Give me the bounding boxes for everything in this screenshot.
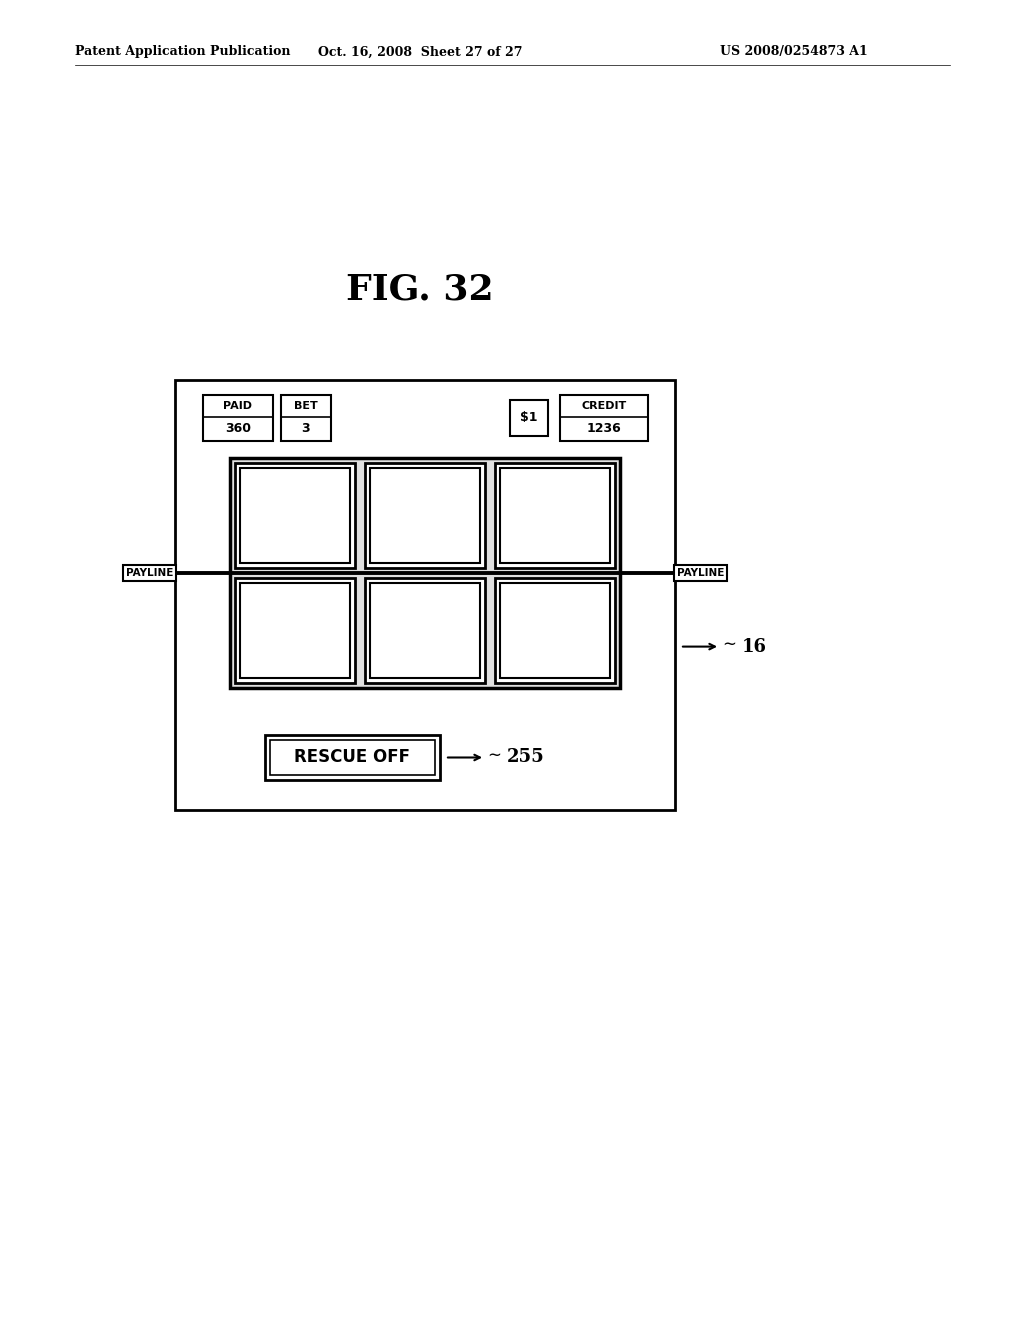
- Text: 16: 16: [742, 638, 767, 656]
- Text: Oct. 16, 2008  Sheet 27 of 27: Oct. 16, 2008 Sheet 27 of 27: [317, 45, 522, 58]
- Bar: [234, 578, 355, 682]
- Text: 360: 360: [225, 422, 251, 436]
- Text: PAID: PAID: [223, 401, 253, 411]
- Bar: [370, 583, 480, 678]
- Bar: [270, 741, 435, 775]
- Text: PAYLINE: PAYLINE: [126, 568, 173, 578]
- Text: CREDIT: CREDIT: [582, 401, 627, 411]
- Text: 3: 3: [302, 422, 310, 436]
- Bar: [495, 463, 615, 568]
- Text: ∼: ∼: [487, 746, 501, 763]
- Bar: [365, 578, 485, 682]
- Bar: [495, 578, 615, 682]
- Bar: [230, 458, 620, 688]
- Text: FIG. 32: FIG. 32: [346, 273, 494, 308]
- Bar: [234, 463, 355, 568]
- Text: RESCUE OFF: RESCUE OFF: [295, 748, 411, 767]
- Bar: [560, 395, 648, 441]
- Text: 1236: 1236: [587, 422, 622, 436]
- Text: Patent Application Publication: Patent Application Publication: [75, 45, 291, 58]
- Bar: [510, 400, 548, 436]
- Bar: [370, 469, 480, 564]
- Bar: [175, 380, 675, 810]
- Bar: [265, 735, 440, 780]
- Text: PAYLINE: PAYLINE: [677, 568, 724, 578]
- Bar: [500, 469, 610, 564]
- Bar: [500, 583, 610, 678]
- Text: 255: 255: [507, 748, 545, 767]
- Bar: [365, 463, 485, 568]
- Text: US 2008/0254873 A1: US 2008/0254873 A1: [720, 45, 867, 58]
- Bar: [240, 469, 350, 564]
- Text: ∼: ∼: [722, 635, 736, 652]
- Bar: [203, 395, 273, 441]
- Text: $1: $1: [520, 412, 538, 425]
- Text: BET: BET: [294, 401, 317, 411]
- Bar: [281, 395, 331, 441]
- Bar: [240, 583, 350, 678]
